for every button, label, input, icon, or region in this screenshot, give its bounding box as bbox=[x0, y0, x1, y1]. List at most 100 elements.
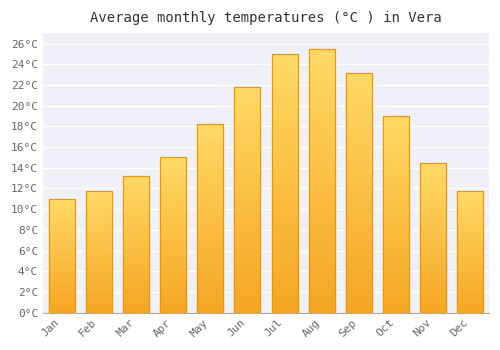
Bar bbox=[197, 294, 223, 298]
Bar bbox=[234, 191, 260, 195]
Bar bbox=[458, 252, 483, 254]
Bar bbox=[160, 288, 186, 291]
Bar bbox=[458, 276, 483, 279]
Bar bbox=[48, 247, 74, 249]
Bar bbox=[346, 212, 372, 217]
Bar bbox=[383, 254, 409, 258]
Bar bbox=[346, 125, 372, 130]
Bar bbox=[383, 250, 409, 254]
Bar bbox=[308, 70, 334, 75]
Bar bbox=[197, 279, 223, 282]
Bar bbox=[346, 111, 372, 116]
Bar bbox=[234, 200, 260, 204]
Bar bbox=[420, 259, 446, 261]
Bar bbox=[308, 107, 334, 112]
Bar bbox=[346, 130, 372, 135]
Bar bbox=[123, 176, 149, 313]
Bar bbox=[48, 203, 74, 206]
Bar bbox=[86, 227, 112, 230]
Bar bbox=[160, 294, 186, 297]
Bar bbox=[123, 285, 149, 288]
Bar bbox=[383, 293, 409, 297]
Bar bbox=[308, 102, 334, 107]
Bar bbox=[160, 179, 186, 182]
Bar bbox=[86, 195, 112, 198]
Bar bbox=[234, 245, 260, 250]
Bar bbox=[197, 264, 223, 267]
Bar bbox=[346, 72, 372, 313]
Bar bbox=[86, 290, 112, 293]
Bar bbox=[160, 309, 186, 313]
Bar bbox=[86, 269, 112, 271]
Bar bbox=[86, 264, 112, 266]
Bar bbox=[383, 144, 409, 147]
Bar bbox=[86, 205, 112, 208]
Bar bbox=[234, 308, 260, 313]
Bar bbox=[272, 95, 297, 100]
Bar bbox=[123, 244, 149, 247]
Bar bbox=[160, 226, 186, 229]
Bar bbox=[272, 54, 297, 59]
Bar bbox=[383, 270, 409, 273]
Bar bbox=[160, 201, 186, 204]
Bar bbox=[197, 196, 223, 200]
Bar bbox=[197, 181, 223, 184]
Bar bbox=[272, 69, 297, 75]
Bar bbox=[346, 140, 372, 145]
Bar bbox=[272, 282, 297, 287]
Bar bbox=[420, 177, 446, 181]
Bar bbox=[160, 241, 186, 244]
Bar bbox=[420, 232, 446, 235]
Bar bbox=[48, 215, 74, 217]
Bar bbox=[272, 214, 297, 219]
Bar bbox=[308, 307, 334, 313]
Bar bbox=[234, 168, 260, 173]
Bar bbox=[346, 231, 372, 236]
Bar bbox=[308, 286, 334, 292]
Bar bbox=[272, 121, 297, 126]
Bar bbox=[272, 194, 297, 199]
Bar bbox=[160, 198, 186, 201]
Bar bbox=[234, 96, 260, 100]
Bar bbox=[48, 212, 74, 215]
Bar bbox=[308, 117, 334, 122]
Bar bbox=[197, 177, 223, 181]
Bar bbox=[123, 253, 149, 255]
Bar bbox=[420, 301, 446, 304]
Bar bbox=[272, 204, 297, 209]
Bar bbox=[197, 260, 223, 264]
Bar bbox=[272, 163, 297, 168]
Bar bbox=[48, 208, 74, 210]
Bar bbox=[123, 179, 149, 182]
Bar bbox=[48, 242, 74, 244]
Bar bbox=[86, 208, 112, 210]
Bar bbox=[160, 186, 186, 188]
Bar bbox=[234, 222, 260, 227]
Bar bbox=[86, 279, 112, 281]
Bar bbox=[160, 161, 186, 163]
Bar bbox=[308, 181, 334, 186]
Bar bbox=[197, 267, 223, 271]
Bar bbox=[197, 290, 223, 294]
Bar bbox=[308, 128, 334, 133]
Bar bbox=[383, 191, 409, 195]
Bar bbox=[123, 211, 149, 214]
Bar bbox=[458, 310, 483, 313]
Bar bbox=[308, 160, 334, 165]
Bar bbox=[234, 173, 260, 177]
Bar bbox=[308, 65, 334, 70]
Bar bbox=[420, 169, 446, 172]
Bar bbox=[197, 162, 223, 166]
Bar bbox=[346, 169, 372, 173]
Bar bbox=[48, 301, 74, 303]
Bar bbox=[86, 293, 112, 295]
Bar bbox=[383, 198, 409, 203]
Bar bbox=[48, 206, 74, 208]
Bar bbox=[346, 298, 372, 303]
Bar bbox=[308, 49, 334, 313]
Bar bbox=[197, 184, 223, 188]
Bar bbox=[272, 59, 297, 64]
Bar bbox=[234, 164, 260, 168]
Bar bbox=[123, 182, 149, 184]
Bar bbox=[48, 199, 74, 313]
